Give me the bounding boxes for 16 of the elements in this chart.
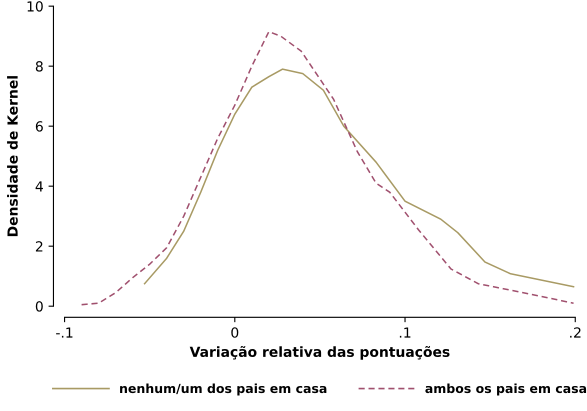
y-tick-label: 4 xyxy=(36,181,43,192)
x-tick-label: .1 xyxy=(400,327,410,338)
line-series xyxy=(144,68,574,288)
y-tick-label: 6 xyxy=(36,121,43,132)
y-tick-label: 8 xyxy=(36,61,43,72)
x-axis-title: Variação relativa das pontuações xyxy=(190,346,450,360)
line-series xyxy=(80,30,574,306)
y-tick-label: 2 xyxy=(36,241,42,252)
x-tick-label: .2 xyxy=(570,327,580,338)
y-axis-title: Densidade de Kernel xyxy=(7,76,18,236)
legend-label: nenhum/um dos pais em casa xyxy=(120,383,326,396)
x-tick-label: -.1 xyxy=(56,327,72,338)
legend-label: ambos os pais em casa xyxy=(425,383,586,396)
y-tick-label: 0 xyxy=(36,301,43,312)
x-tick-label: 0 xyxy=(231,327,238,338)
y-tick-label: 10 xyxy=(28,1,43,12)
